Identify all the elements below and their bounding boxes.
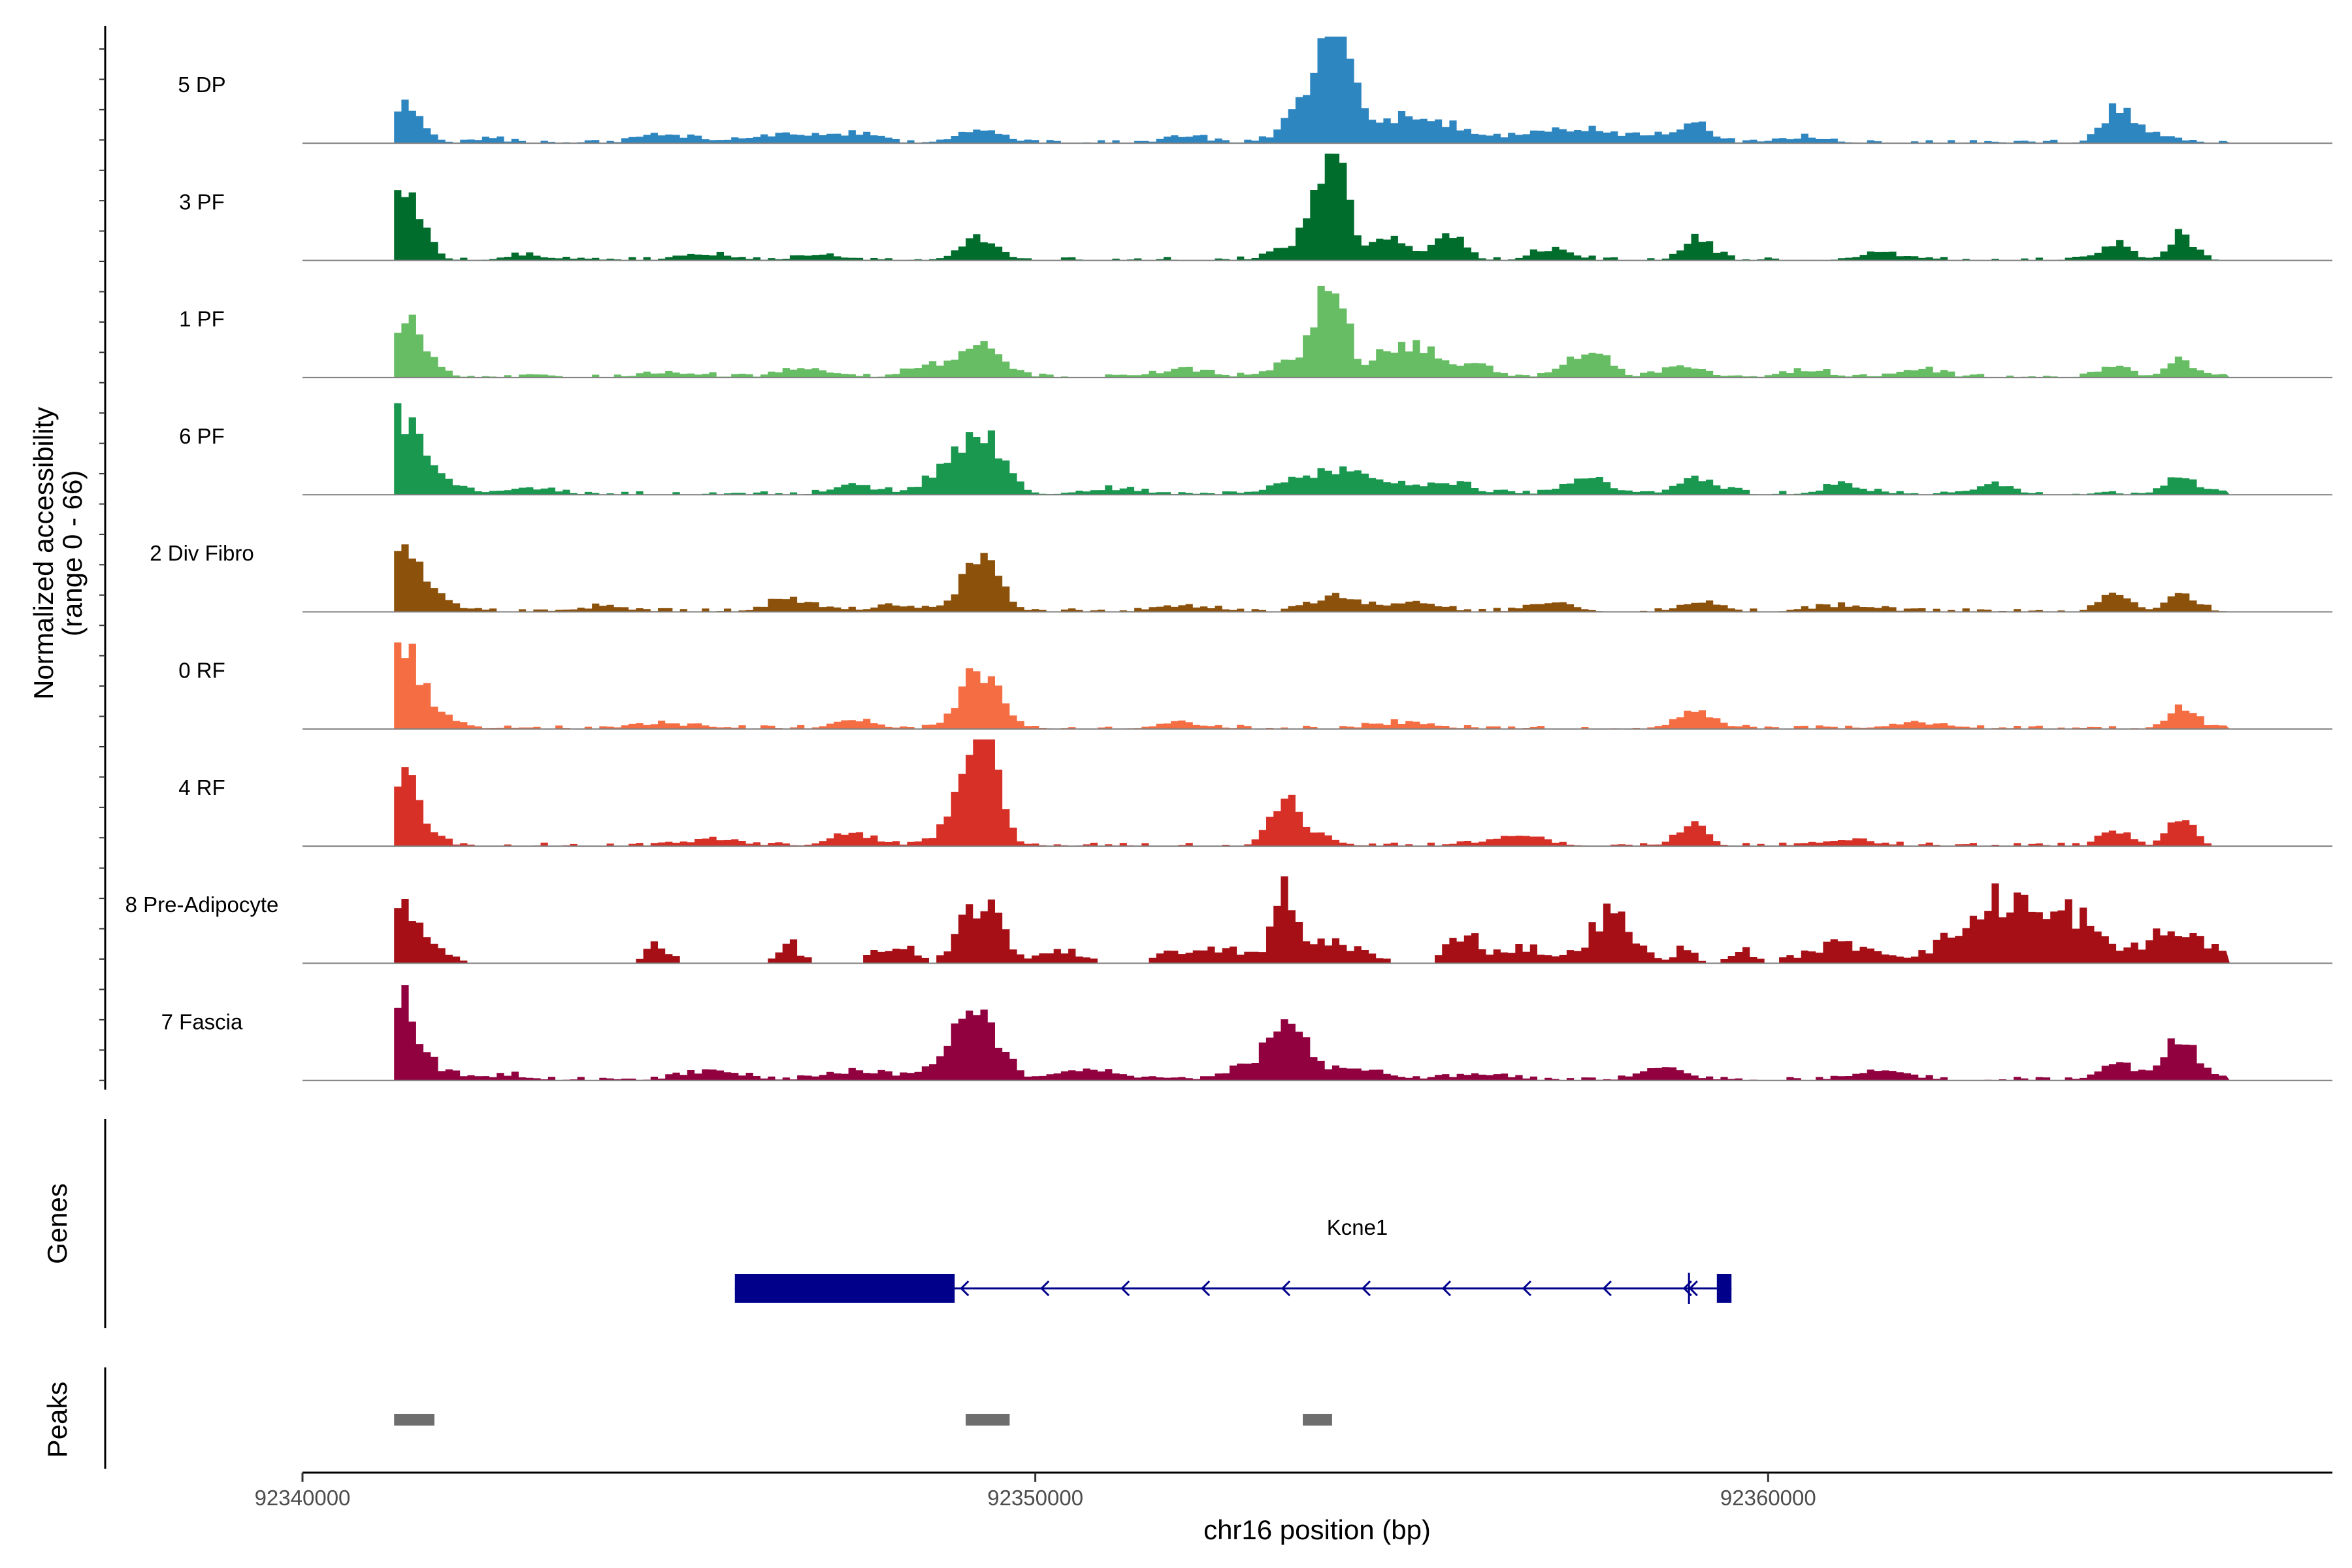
strand-arrow — [1688, 1280, 1698, 1297]
peaks-track-label: Peaks — [42, 1382, 73, 1458]
peak-region — [1303, 1414, 1332, 1426]
x-tick-label: 92360000 — [1720, 1486, 1816, 1510]
x-axis: 92340000 92350000 92360000 chr16 position … — [255, 1471, 2332, 1545]
strand-arrow — [1040, 1280, 1050, 1297]
strand-arrow — [960, 1280, 970, 1297]
coverage-area — [394, 544, 2230, 612]
track-label: 4 RF — [178, 776, 225, 800]
gene-model: Kcne1 — [734, 1215, 1732, 1304]
peak-region — [394, 1414, 434, 1426]
track-8: 7 Fascia — [161, 985, 2332, 1081]
genes-track: Genes Kcne1 — [42, 1119, 1732, 1328]
track-label: 5 DP — [178, 73, 225, 97]
x-ticks: 92340000 92350000 92360000 — [255, 1473, 1816, 1510]
coverage-area — [394, 642, 2230, 729]
coverage-area — [394, 37, 2230, 144]
coverage-area — [394, 985, 2230, 1081]
track-label: 2 Div Fibro — [150, 541, 254, 565]
track-5: 0 RF — [178, 642, 2332, 730]
strand-arrow — [1281, 1280, 1291, 1297]
coverage-area — [394, 403, 2230, 495]
gene-models: Kcne1 — [734, 1215, 1732, 1304]
track-label: 0 RF — [178, 659, 225, 683]
coverage-area — [394, 876, 2230, 964]
track-6: 4 RF — [178, 739, 2332, 847]
track-4: 2 Div Fibro — [150, 541, 2332, 613]
coverage-area — [394, 739, 2230, 847]
y-axis-subtitle: (range 0 - 66) — [57, 470, 88, 636]
track-label: 6 PF — [179, 424, 225, 448]
track-label: 7 Fascia — [161, 1009, 243, 1034]
coverage-area — [394, 286, 2230, 378]
genes-track-label: Genes — [42, 1183, 73, 1264]
strand-arrow — [1441, 1280, 1452, 1297]
coverage-area — [394, 154, 2230, 261]
coverage-tracks: 5 DP 3 PF 1 PF 6 PF 2 Div Fibro 0 RF 4 RF 8 Pre… — [125, 37, 2332, 1081]
track-1: 3 PF — [179, 154, 2332, 261]
track-label: 1 PF — [179, 307, 225, 331]
track-label: 8 Pre-Adipocyte — [125, 892, 279, 917]
track-label: 3 PF — [179, 189, 225, 214]
y-axis-title: Normalized accessibility — [28, 407, 59, 700]
track-3: 6 PF — [179, 403, 2332, 496]
strand-arrow — [1200, 1280, 1211, 1297]
gene-exon — [1716, 1274, 1732, 1303]
gene-exon — [734, 1274, 955, 1303]
track-2: 1 PF — [179, 286, 2332, 378]
x-axis-title: chr16 position (bp) — [1203, 1514, 1431, 1545]
strand-arrow — [1602, 1280, 1612, 1297]
peak-regions — [394, 1414, 1332, 1426]
coverage-y-axis — [99, 26, 106, 1090]
gene-name-label: Kcne1 — [1327, 1215, 1388, 1239]
peaks-track: Peaks — [42, 1367, 1332, 1469]
peak-region — [966, 1414, 1010, 1426]
strand-arrow — [1361, 1280, 1371, 1297]
x-tick-label: 92340000 — [255, 1486, 351, 1510]
strand-arrow — [1522, 1280, 1531, 1297]
track-7: 8 Pre-Adipocyte — [125, 876, 2332, 964]
x-tick-label: 92350000 — [987, 1486, 1083, 1510]
strand-arrow — [1120, 1280, 1130, 1297]
track-0: 5 DP — [178, 37, 2332, 144]
